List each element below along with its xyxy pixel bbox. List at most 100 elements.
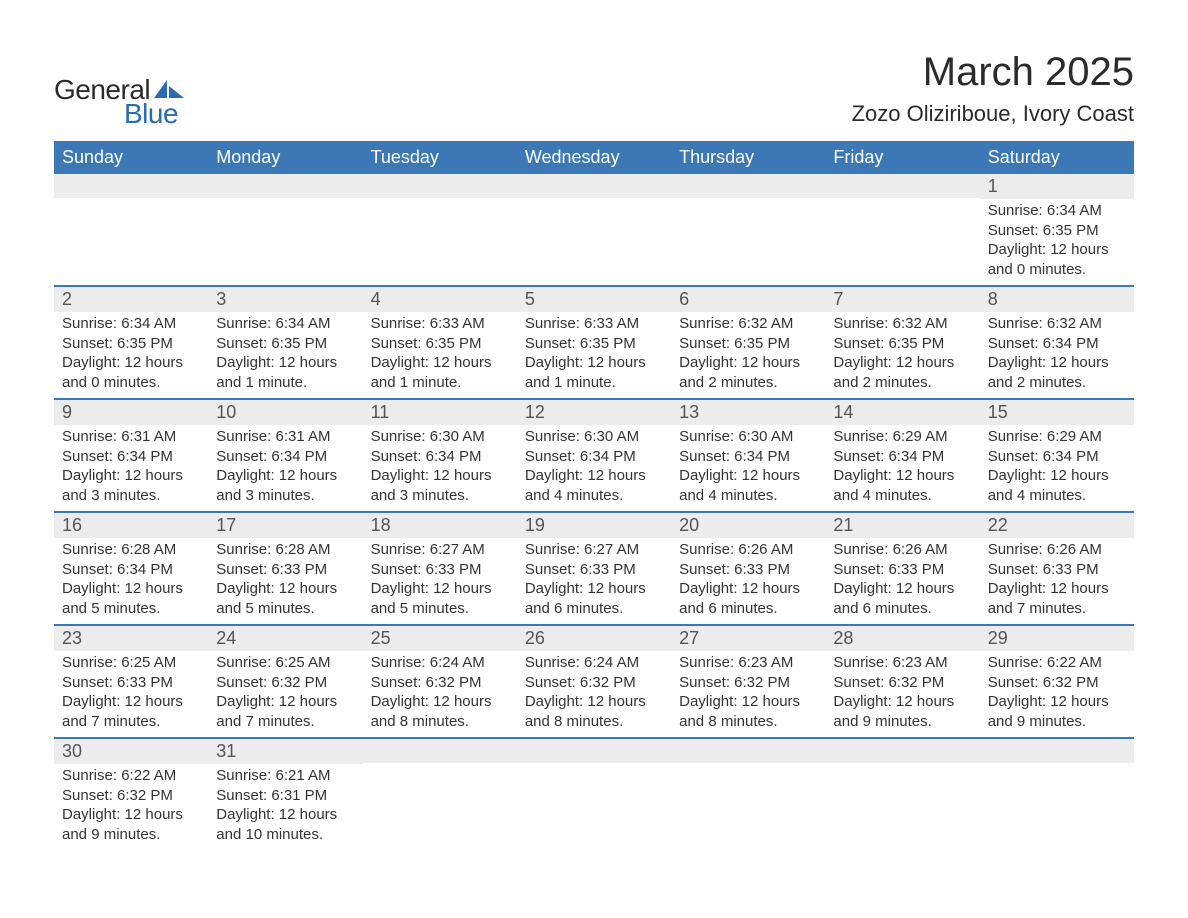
day-body: Sunrise: 6:27 AMSunset: 6:33 PMDaylight:… <box>517 538 671 624</box>
day-cell <box>363 174 517 285</box>
day-number: 8 <box>980 287 1134 312</box>
daylight-line: Daylight: 12 hours and 10 minutes. <box>216 805 354 844</box>
day-number: 30 <box>54 739 208 764</box>
sunset-line: Sunset: 6:34 PM <box>216 447 354 467</box>
daylight-line: Daylight: 12 hours and 3 minutes. <box>216 466 354 505</box>
sunset-line: Sunset: 6:34 PM <box>679 447 817 467</box>
sunset-line: Sunset: 6:34 PM <box>371 447 509 467</box>
week-row: 1Sunrise: 6:34 AMSunset: 6:35 PMDaylight… <box>54 174 1134 285</box>
sunrise-line: Sunrise: 6:24 AM <box>525 653 663 673</box>
day-number: 29 <box>980 626 1134 651</box>
day-cell: 17Sunrise: 6:28 AMSunset: 6:33 PMDayligh… <box>208 513 362 624</box>
day-cell <box>671 174 825 285</box>
day-body <box>517 198 671 258</box>
day-body: Sunrise: 6:31 AMSunset: 6:34 PMDaylight:… <box>208 425 362 511</box>
day-cell: 21Sunrise: 6:26 AMSunset: 6:33 PMDayligh… <box>825 513 979 624</box>
sunset-line: Sunset: 6:32 PM <box>216 673 354 693</box>
day-number <box>980 739 1134 763</box>
daylight-line: Daylight: 12 hours and 1 minute. <box>371 353 509 392</box>
sunrise-line: Sunrise: 6:26 AM <box>833 540 971 560</box>
day-cell: 8Sunrise: 6:32 AMSunset: 6:34 PMDaylight… <box>980 287 1134 398</box>
sunset-line: Sunset: 6:31 PM <box>216 786 354 806</box>
logo-top-line: General <box>54 74 184 106</box>
day-number: 15 <box>980 400 1134 425</box>
day-number <box>671 174 825 198</box>
sunset-line: Sunset: 6:33 PM <box>62 673 200 693</box>
sunset-line: Sunset: 6:32 PM <box>679 673 817 693</box>
daylight-line: Daylight: 12 hours and 7 minutes. <box>988 579 1126 618</box>
day-body <box>363 198 517 258</box>
day-number: 7 <box>825 287 979 312</box>
day-number: 2 <box>54 287 208 312</box>
sunset-line: Sunset: 6:35 PM <box>62 334 200 354</box>
sunset-line: Sunset: 6:34 PM <box>988 447 1126 467</box>
day-number: 31 <box>208 739 362 764</box>
calendar-weeks: 1Sunrise: 6:34 AMSunset: 6:35 PMDaylight… <box>54 174 1134 850</box>
day-body: Sunrise: 6:26 AMSunset: 6:33 PMDaylight:… <box>825 538 979 624</box>
sunrise-line: Sunrise: 6:24 AM <box>371 653 509 673</box>
week-row: 2Sunrise: 6:34 AMSunset: 6:35 PMDaylight… <box>54 285 1134 398</box>
daylight-line: Daylight: 12 hours and 2 minutes. <box>679 353 817 392</box>
sunrise-line: Sunrise: 6:30 AM <box>679 427 817 447</box>
month-title: March 2025 <box>852 50 1134 95</box>
day-cell: 25Sunrise: 6:24 AMSunset: 6:32 PMDayligh… <box>363 626 517 737</box>
day-cell: 13Sunrise: 6:30 AMSunset: 6:34 PMDayligh… <box>671 400 825 511</box>
sunset-line: Sunset: 6:35 PM <box>371 334 509 354</box>
sunrise-line: Sunrise: 6:32 AM <box>833 314 971 334</box>
day-body: Sunrise: 6:23 AMSunset: 6:32 PMDaylight:… <box>671 651 825 737</box>
sunrise-line: Sunrise: 6:26 AM <box>988 540 1126 560</box>
day-body <box>54 198 208 258</box>
sunset-line: Sunset: 6:33 PM <box>833 560 971 580</box>
week-row: 9Sunrise: 6:31 AMSunset: 6:34 PMDaylight… <box>54 398 1134 511</box>
day-header: Tuesday <box>363 141 517 174</box>
week-row: 30Sunrise: 6:22 AMSunset: 6:32 PMDayligh… <box>54 737 1134 850</box>
daylight-line: Daylight: 12 hours and 5 minutes. <box>62 579 200 618</box>
day-cell: 29Sunrise: 6:22 AMSunset: 6:32 PMDayligh… <box>980 626 1134 737</box>
sunrise-line: Sunrise: 6:26 AM <box>679 540 817 560</box>
day-body <box>825 763 979 823</box>
sunset-line: Sunset: 6:32 PM <box>62 786 200 806</box>
daylight-line: Daylight: 12 hours and 2 minutes. <box>833 353 971 392</box>
day-cell: 22Sunrise: 6:26 AMSunset: 6:33 PMDayligh… <box>980 513 1134 624</box>
day-body: Sunrise: 6:30 AMSunset: 6:34 PMDaylight:… <box>363 425 517 511</box>
daylight-line: Daylight: 12 hours and 9 minutes. <box>62 805 200 844</box>
day-header: Sunday <box>54 141 208 174</box>
sunset-line: Sunset: 6:35 PM <box>525 334 663 354</box>
daylight-line: Daylight: 12 hours and 3 minutes. <box>371 466 509 505</box>
daylight-line: Daylight: 12 hours and 0 minutes. <box>62 353 200 392</box>
sunrise-line: Sunrise: 6:21 AM <box>216 766 354 786</box>
daylight-line: Daylight: 12 hours and 4 minutes. <box>988 466 1126 505</box>
day-body: Sunrise: 6:25 AMSunset: 6:32 PMDaylight:… <box>208 651 362 737</box>
day-number: 17 <box>208 513 362 538</box>
sunrise-line: Sunrise: 6:28 AM <box>62 540 200 560</box>
day-body: Sunrise: 6:29 AMSunset: 6:34 PMDaylight:… <box>825 425 979 511</box>
sunset-line: Sunset: 6:33 PM <box>216 560 354 580</box>
day-cell: 11Sunrise: 6:30 AMSunset: 6:34 PMDayligh… <box>363 400 517 511</box>
sunset-line: Sunset: 6:34 PM <box>525 447 663 467</box>
sunset-line: Sunset: 6:34 PM <box>62 560 200 580</box>
daylight-line: Daylight: 12 hours and 8 minutes. <box>371 692 509 731</box>
day-cell: 16Sunrise: 6:28 AMSunset: 6:34 PMDayligh… <box>54 513 208 624</box>
day-number: 27 <box>671 626 825 651</box>
day-cell: 9Sunrise: 6:31 AMSunset: 6:34 PMDaylight… <box>54 400 208 511</box>
day-number: 23 <box>54 626 208 651</box>
week-row: 16Sunrise: 6:28 AMSunset: 6:34 PMDayligh… <box>54 511 1134 624</box>
day-number: 28 <box>825 626 979 651</box>
daylight-line: Daylight: 12 hours and 0 minutes. <box>988 240 1126 279</box>
day-header: Wednesday <box>517 141 671 174</box>
sunset-line: Sunset: 6:33 PM <box>679 560 817 580</box>
day-cell: 18Sunrise: 6:27 AMSunset: 6:33 PMDayligh… <box>363 513 517 624</box>
sunset-line: Sunset: 6:33 PM <box>988 560 1126 580</box>
sunrise-line: Sunrise: 6:31 AM <box>216 427 354 447</box>
day-cell: 12Sunrise: 6:30 AMSunset: 6:34 PMDayligh… <box>517 400 671 511</box>
sunrise-line: Sunrise: 6:23 AM <box>833 653 971 673</box>
day-body <box>517 763 671 823</box>
day-number: 4 <box>363 287 517 312</box>
day-cell: 7Sunrise: 6:32 AMSunset: 6:35 PMDaylight… <box>825 287 979 398</box>
title-block: March 2025 Zozo Oliziriboue, Ivory Coast <box>852 50 1134 137</box>
header-row: General Blue March 2025 Zozo Oliziriboue… <box>54 50 1134 137</box>
day-number: 5 <box>517 287 671 312</box>
sunrise-line: Sunrise: 6:33 AM <box>525 314 663 334</box>
day-cell: 3Sunrise: 6:34 AMSunset: 6:35 PMDaylight… <box>208 287 362 398</box>
day-number: 16 <box>54 513 208 538</box>
